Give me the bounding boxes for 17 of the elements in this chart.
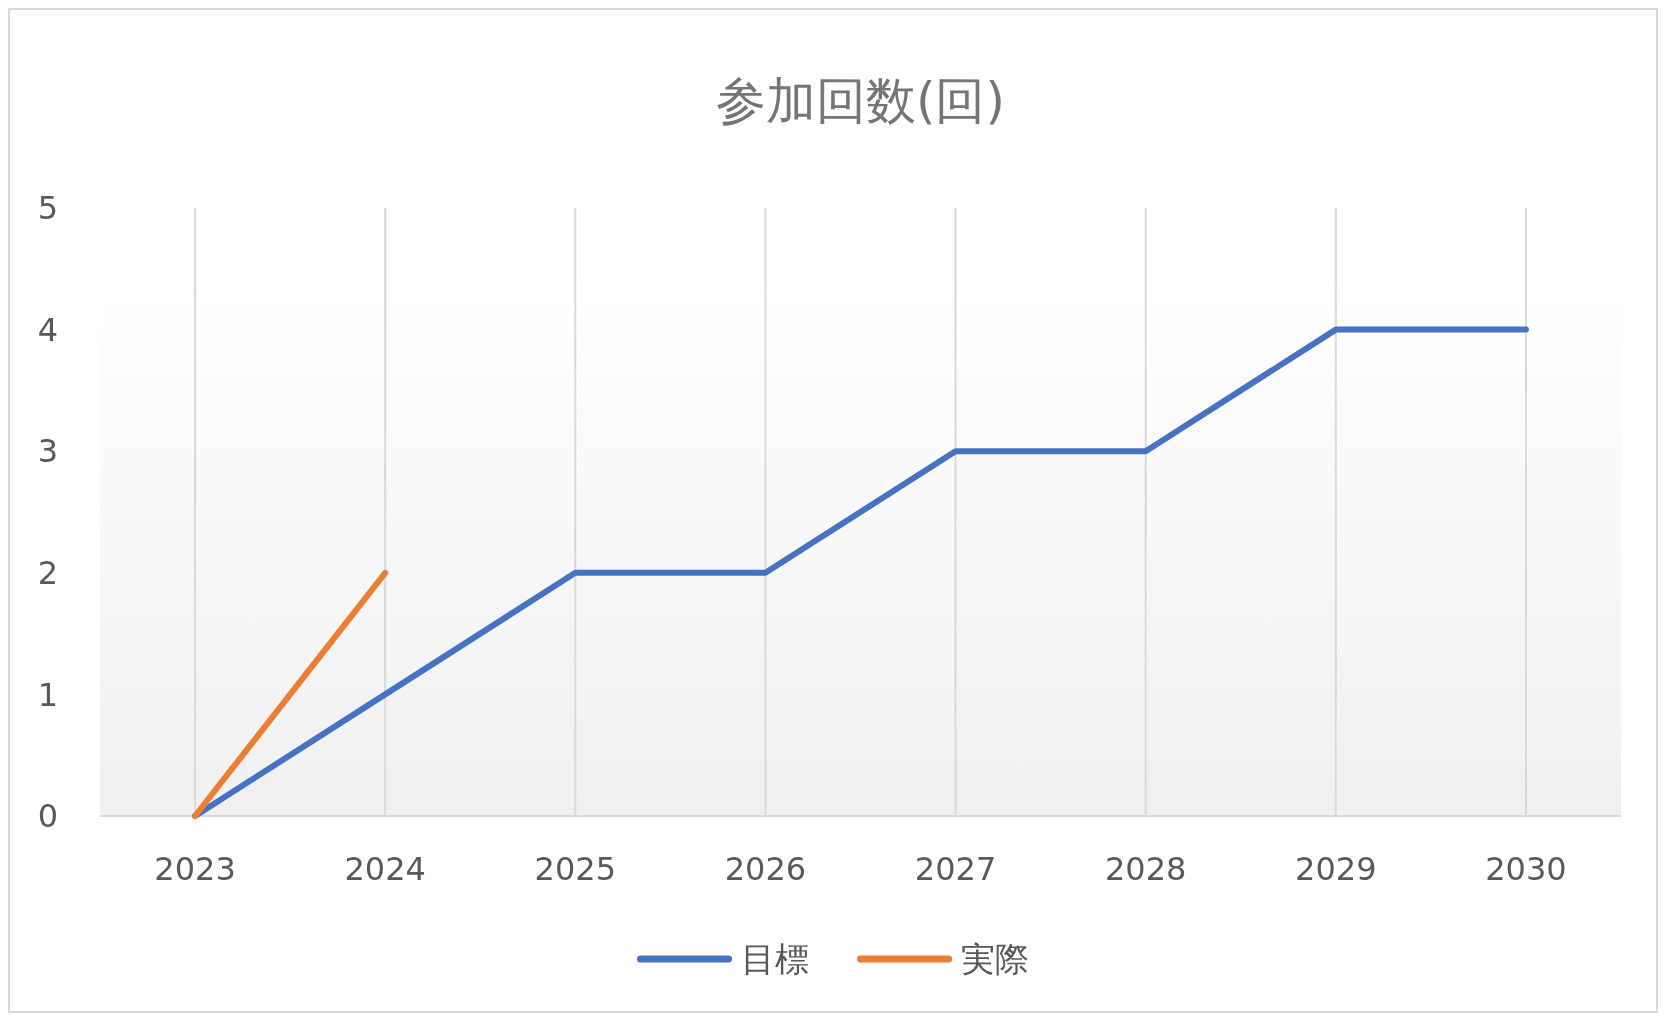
x-tick-label: 2029 bbox=[1295, 850, 1377, 888]
x-tick-label: 2023 bbox=[154, 850, 236, 888]
legend-label: 実際 bbox=[960, 938, 1029, 979]
x-tick-label: 2028 bbox=[1104, 850, 1187, 888]
x-tick-label: 2030 bbox=[1485, 850, 1567, 888]
x-tick-label: 2025 bbox=[534, 850, 617, 888]
y-tick-label: 1 bbox=[37, 675, 59, 714]
legend-label: 目標 bbox=[740, 938, 809, 979]
y-tick-label: 0 bbox=[37, 797, 59, 836]
x-tick-label: 2026 bbox=[724, 850, 807, 888]
chart-title: 参加回数(回) bbox=[715, 72, 1006, 130]
y-tick-label: 2 bbox=[37, 554, 59, 592]
y-tick-label: 5 bbox=[37, 189, 59, 228]
y-tick-label: 3 bbox=[37, 432, 59, 471]
x-tick-label: 2027 bbox=[914, 850, 997, 888]
y-tick-label: 4 bbox=[37, 310, 59, 349]
x-tick-label: 2024 bbox=[344, 850, 426, 888]
